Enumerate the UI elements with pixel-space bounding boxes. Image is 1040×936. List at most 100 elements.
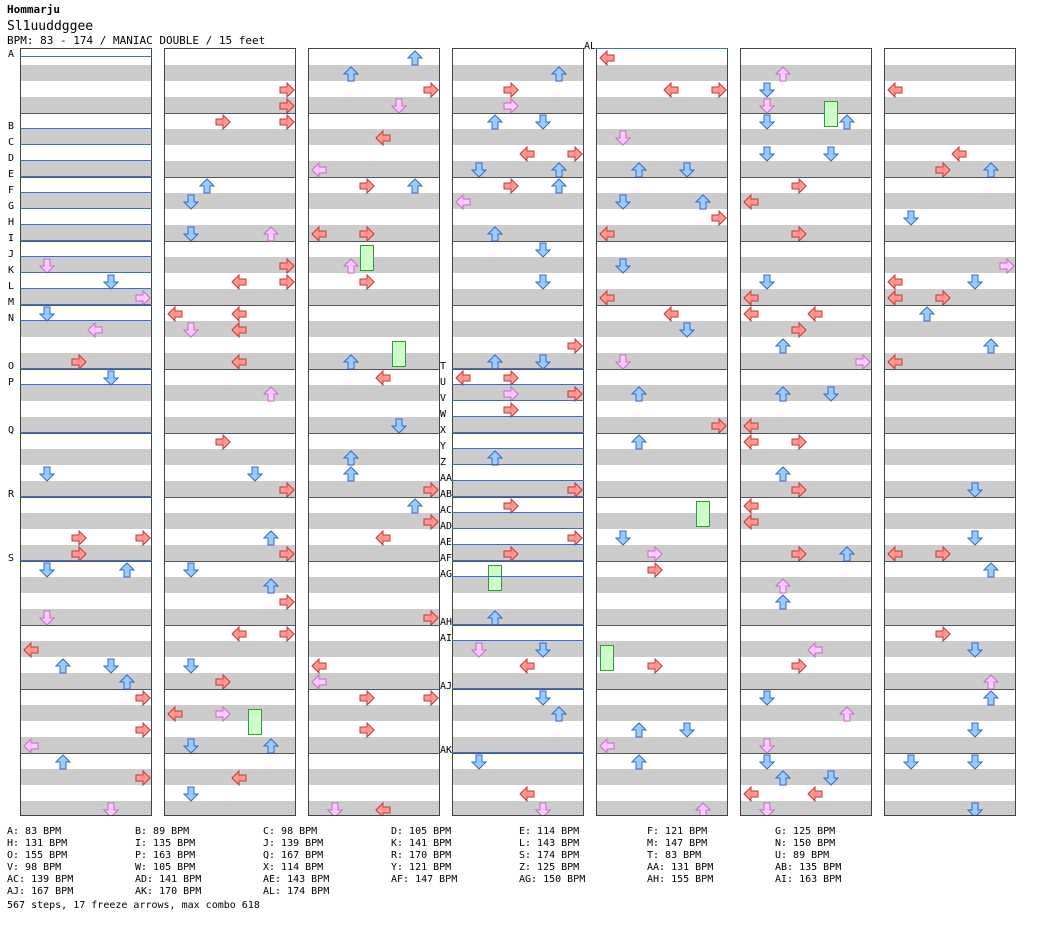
measure-line <box>309 433 439 434</box>
measure-line <box>597 753 727 754</box>
step-arrow-up <box>838 114 856 130</box>
step-arrow-down <box>614 530 632 546</box>
step-arrow-right <box>935 289 951 307</box>
bpm-marker-label: AC <box>440 505 453 516</box>
step-arrow-down <box>678 162 696 178</box>
step-arrow-down <box>102 370 120 386</box>
step-arrow-left <box>743 497 759 515</box>
step-arrow-left <box>743 305 759 323</box>
step-arrow-right <box>791 225 807 243</box>
bpm-marker-label: I <box>8 233 15 244</box>
step-arrow-right <box>503 97 519 115</box>
step-arrow-right <box>423 689 439 707</box>
measure-line <box>885 369 1015 370</box>
bpm-marker-label: K <box>8 265 15 276</box>
step-arrow-down <box>822 770 840 786</box>
step-arrow-right <box>279 81 295 99</box>
step-arrow-up <box>630 754 648 770</box>
step-arrow-left <box>599 737 615 755</box>
measure-line <box>741 241 871 242</box>
step-arrow-up <box>118 562 136 578</box>
step-arrow-left <box>599 225 615 243</box>
step-arrow-up <box>550 162 568 178</box>
step-arrow-down <box>38 466 56 482</box>
step-arrow-up <box>774 466 792 482</box>
measure-line <box>453 497 583 498</box>
step-arrow-right <box>215 705 231 723</box>
measure-line <box>885 497 1015 498</box>
step-arrow-right <box>935 161 951 179</box>
step-arrow-down <box>534 274 552 290</box>
freeze-arrow <box>392 341 406 367</box>
measure-line <box>165 241 295 242</box>
step-arrow-down <box>534 354 552 370</box>
step-arrow-right <box>711 417 727 435</box>
measure-line <box>885 753 1015 754</box>
step-arrow-left <box>167 705 183 723</box>
step-arrow-down <box>758 690 776 706</box>
measure-line <box>165 369 295 370</box>
bpm-legend-entry: AK: 170 BPM <box>135 886 202 897</box>
step-arrow-right <box>567 145 583 163</box>
chart-column-2 <box>164 48 296 816</box>
step-arrow-down <box>966 274 984 290</box>
step-arrow-down <box>758 114 776 130</box>
bpm-marker-line <box>20 160 152 161</box>
bpm-legend-entry: M: 147 BPM <box>647 838 708 849</box>
step-arrow-up <box>54 754 72 770</box>
step-arrow-left <box>743 513 759 531</box>
step-arrow-down <box>966 530 984 546</box>
step-arrow-right <box>135 689 151 707</box>
bpm-marker-line <box>452 480 584 481</box>
step-arrow-down <box>678 722 696 738</box>
step-arrow-down <box>38 306 56 322</box>
step-arrow-up <box>486 354 504 370</box>
measure-line <box>453 305 583 306</box>
song-title: Sl1uuddggee <box>7 19 94 34</box>
step-arrow-up <box>406 178 424 194</box>
step-arrow-left <box>599 289 615 307</box>
measure-line <box>21 369 151 370</box>
bpm-marker-line <box>20 192 152 193</box>
step-arrow-left <box>311 657 327 675</box>
measure-line <box>453 369 583 370</box>
step-arrow-down <box>966 754 984 770</box>
step-arrow-down <box>182 562 200 578</box>
step-arrow-right <box>423 81 439 99</box>
step-arrow-down <box>534 802 552 815</box>
measure-line <box>453 561 583 562</box>
step-arrow-right <box>135 721 151 739</box>
freeze-arrow <box>600 645 614 671</box>
step-arrow-down <box>614 194 632 210</box>
measure-line <box>741 625 871 626</box>
step-arrow-left <box>455 193 471 211</box>
artist-name: Hommarju <box>7 3 60 16</box>
step-arrow-down <box>182 738 200 754</box>
measure-line <box>21 305 151 306</box>
bpm-legend-entry: K: 141 BPM <box>391 838 452 849</box>
step-arrow-down <box>182 786 200 802</box>
step-arrow-right <box>791 321 807 339</box>
chart-column-3 <box>308 48 440 816</box>
step-arrow-up <box>262 578 280 594</box>
measure-line <box>453 177 583 178</box>
step-arrow-down <box>390 418 408 434</box>
bpm-marker-label: F <box>8 185 15 196</box>
chart-column-6 <box>740 48 872 816</box>
measure-line <box>741 433 871 434</box>
bpm-legend-entry: S: 174 BPM <box>519 850 580 861</box>
step-arrow-up <box>342 450 360 466</box>
measure-line <box>597 369 727 370</box>
measure-line <box>21 561 151 562</box>
measure-line <box>885 305 1015 306</box>
measure-line <box>165 177 295 178</box>
bpm-marker-label: AJ <box>440 681 453 692</box>
step-arrow-up <box>774 578 792 594</box>
step-arrow-down <box>534 690 552 706</box>
measure-line <box>165 689 295 690</box>
measure-line <box>597 689 727 690</box>
measure-line <box>741 561 871 562</box>
step-arrow-right <box>279 273 295 291</box>
step-arrow-down <box>326 802 344 815</box>
bpm-marker-label: AH <box>440 617 453 628</box>
